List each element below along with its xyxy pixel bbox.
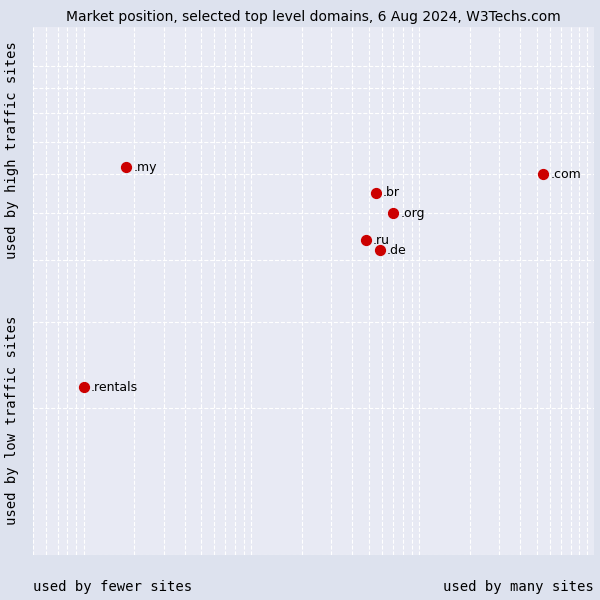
Point bbox=[79, 383, 88, 392]
Text: .de: .de bbox=[386, 244, 406, 257]
Text: .com: .com bbox=[550, 168, 581, 181]
Point bbox=[388, 208, 398, 218]
Point bbox=[122, 163, 131, 172]
Text: used by low traffic sites: used by low traffic sites bbox=[5, 316, 19, 524]
Text: .my: .my bbox=[133, 161, 157, 174]
Point bbox=[371, 188, 380, 197]
Point bbox=[361, 235, 371, 245]
Point bbox=[539, 169, 548, 179]
Text: used by high traffic sites: used by high traffic sites bbox=[5, 41, 19, 259]
Title: Market position, selected top level domains, 6 Aug 2024, W3Techs.com: Market position, selected top level doma… bbox=[66, 10, 561, 25]
Text: .org: .org bbox=[400, 206, 425, 220]
Point bbox=[375, 245, 385, 255]
Text: used by many sites: used by many sites bbox=[443, 580, 594, 594]
Text: .br: .br bbox=[383, 186, 400, 199]
Text: .rentals: .rentals bbox=[91, 381, 137, 394]
Text: used by fewer sites: used by fewer sites bbox=[33, 580, 192, 594]
Text: .ru: .ru bbox=[373, 233, 389, 247]
